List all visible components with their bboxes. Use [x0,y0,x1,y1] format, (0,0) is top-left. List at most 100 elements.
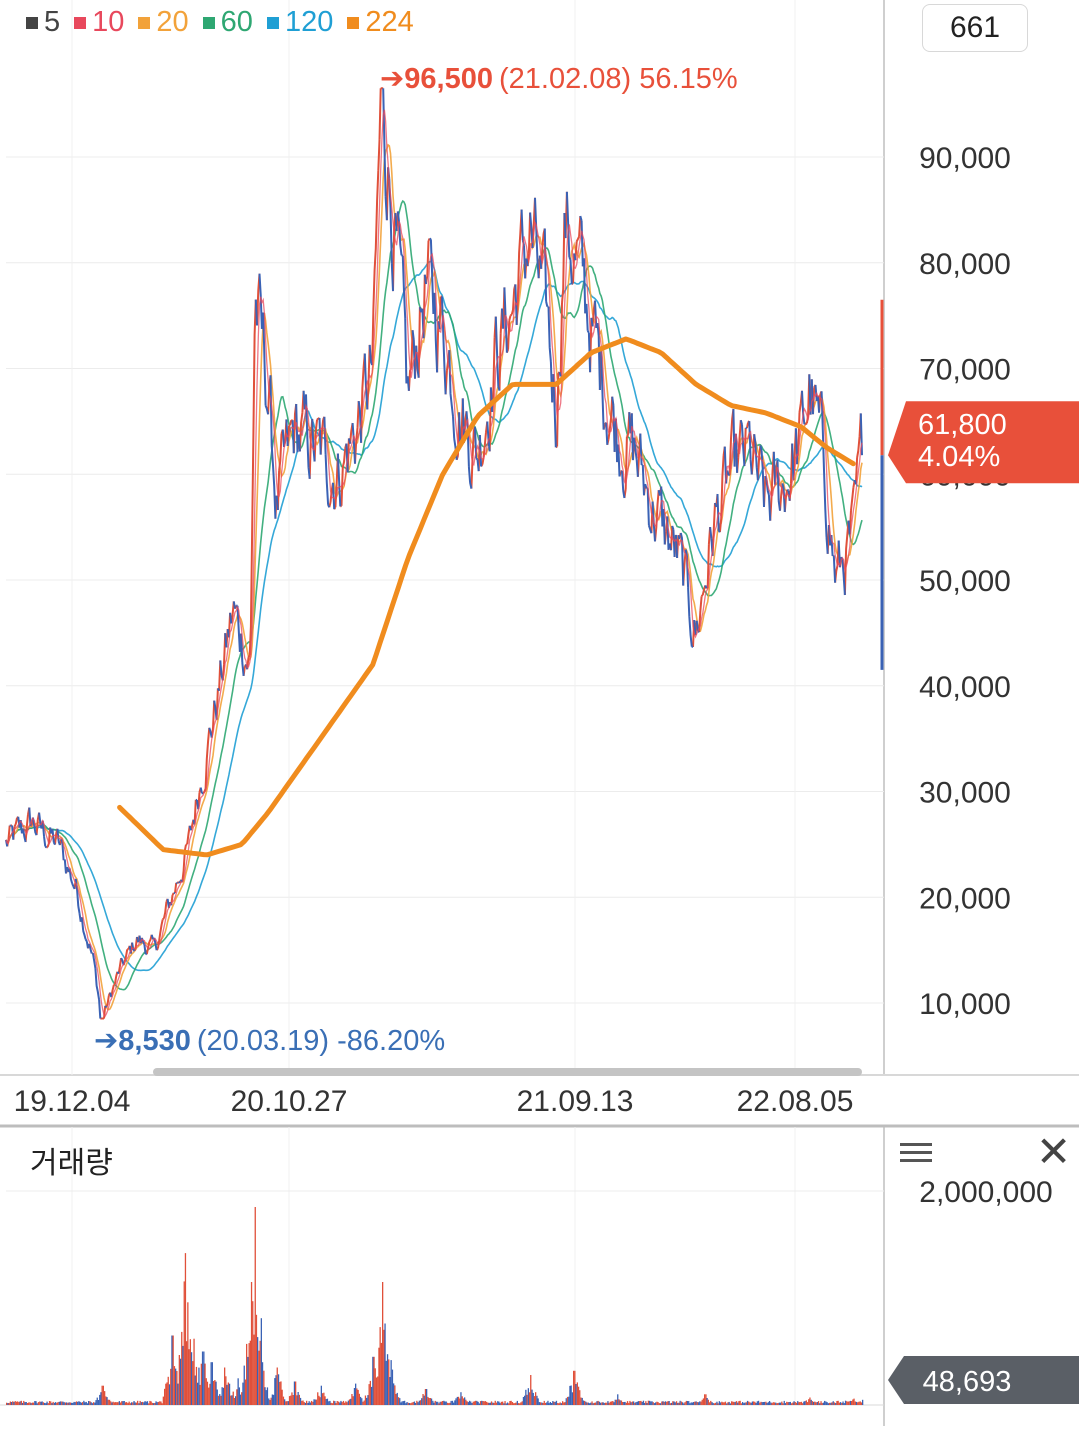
volume-bar [150,1401,152,1405]
volume-bar [428,1398,430,1405]
volume-bar [477,1401,479,1405]
volume-bar [543,1400,545,1405]
volume-bar [304,1402,307,1405]
volume-bar [519,1403,521,1405]
volume-bar [639,1401,641,1405]
volume-bar [655,1402,657,1405]
volume-bar [383,1329,385,1405]
volume-bar [446,1402,449,1405]
volume-bar [434,1400,436,1405]
volume-bar [835,1403,837,1405]
volume-bar [334,1401,336,1405]
volume-bar [190,1352,193,1405]
volume-bar [273,1394,275,1405]
legend-swatch [26,16,38,29]
volume-bar [179,1358,182,1405]
volume-bar [247,1356,249,1405]
volume-bar [486,1401,488,1405]
candle-count-box[interactable]: 661 [922,4,1028,52]
ytick-label: 80,000 [919,248,1011,281]
volume-bar [586,1402,588,1405]
volume-bar [618,1399,620,1405]
volume-bar [379,1327,381,1405]
volume-bar [472,1401,474,1405]
volume-bar [613,1402,615,1405]
volume-bar [577,1386,580,1405]
volume-bar [400,1402,402,1405]
legend-item-60[interactable]: 60 [202,6,253,39]
close-icon[interactable]: ✕ [1036,1128,1072,1175]
volume-bar [64,1402,67,1405]
volume-bar [475,1400,477,1405]
volume-bar [268,1398,270,1405]
volume-bar [773,1402,776,1405]
volume-bar [356,1388,358,1405]
volume-bar [51,1403,53,1405]
volume-bar [78,1401,80,1405]
volume-bar [662,1401,664,1405]
volume-bar [656,1401,658,1405]
volume-bar [797,1401,799,1405]
volume-bar [117,1402,119,1405]
volume-bar [820,1401,822,1405]
volume-bar [702,1398,705,1405]
volume-bar [828,1402,831,1405]
legend-item-20[interactable]: 20 [138,6,189,39]
volume-bar [10,1402,13,1405]
menu-icon[interactable] [900,1138,932,1166]
volume-bar [484,1401,487,1405]
volume-bar [129,1403,131,1405]
volume-bar [445,1401,447,1405]
volume-bar [461,1396,463,1405]
volume-bar [197,1382,199,1405]
volume-bar [159,1401,161,1405]
legend-item-10[interactable]: 10 [74,6,124,39]
volume-bar [858,1401,860,1405]
volume-bar [225,1376,227,1405]
volume-bar [314,1399,316,1405]
volume-bar [467,1402,469,1405]
volume-bar [177,1383,179,1405]
volume-bar [63,1402,65,1405]
volume-bar [57,1402,59,1405]
legend-item-120[interactable]: 120 [266,6,333,39]
volume-bar [800,1401,803,1405]
volume-bar [640,1400,642,1405]
price-series-up [6,87,862,1020]
volume-bar [767,1402,769,1405]
volume-bar [285,1401,287,1405]
volume-bar [333,1400,335,1405]
volume-bar [729,1403,731,1405]
volume-bar [411,1402,413,1405]
volume-bar [689,1403,691,1405]
volume-bar [606,1402,608,1405]
volume-bar [791,1403,793,1405]
scrollbar-thumb[interactable] [153,1068,862,1076]
ytick-label: 50,000 [919,565,1011,598]
volume-bar [271,1394,273,1405]
volume-bar [423,1395,425,1405]
volume-bar [269,1399,271,1405]
legend-item-224[interactable]: 224 [347,6,414,39]
volume-bar [765,1401,767,1405]
volume-bar [464,1397,466,1405]
volume-bar [45,1403,47,1405]
volume-bar [582,1400,585,1405]
volume-bar [318,1395,320,1405]
volume-bar [590,1402,592,1405]
volume-bar [794,1402,796,1405]
volume-bar [24,1402,26,1405]
legend-item-5[interactable]: 5 [26,6,60,39]
volume-bar [680,1401,683,1405]
volume-bar [156,1402,158,1405]
volume-bar [377,1376,379,1405]
volume-bar [493,1402,495,1405]
volume-bar [183,1281,185,1405]
volume-bar [315,1399,318,1405]
volume-bar [302,1400,304,1405]
volume-bar [357,1389,359,1405]
volume-bar [806,1402,809,1405]
volume-bar [336,1401,338,1405]
